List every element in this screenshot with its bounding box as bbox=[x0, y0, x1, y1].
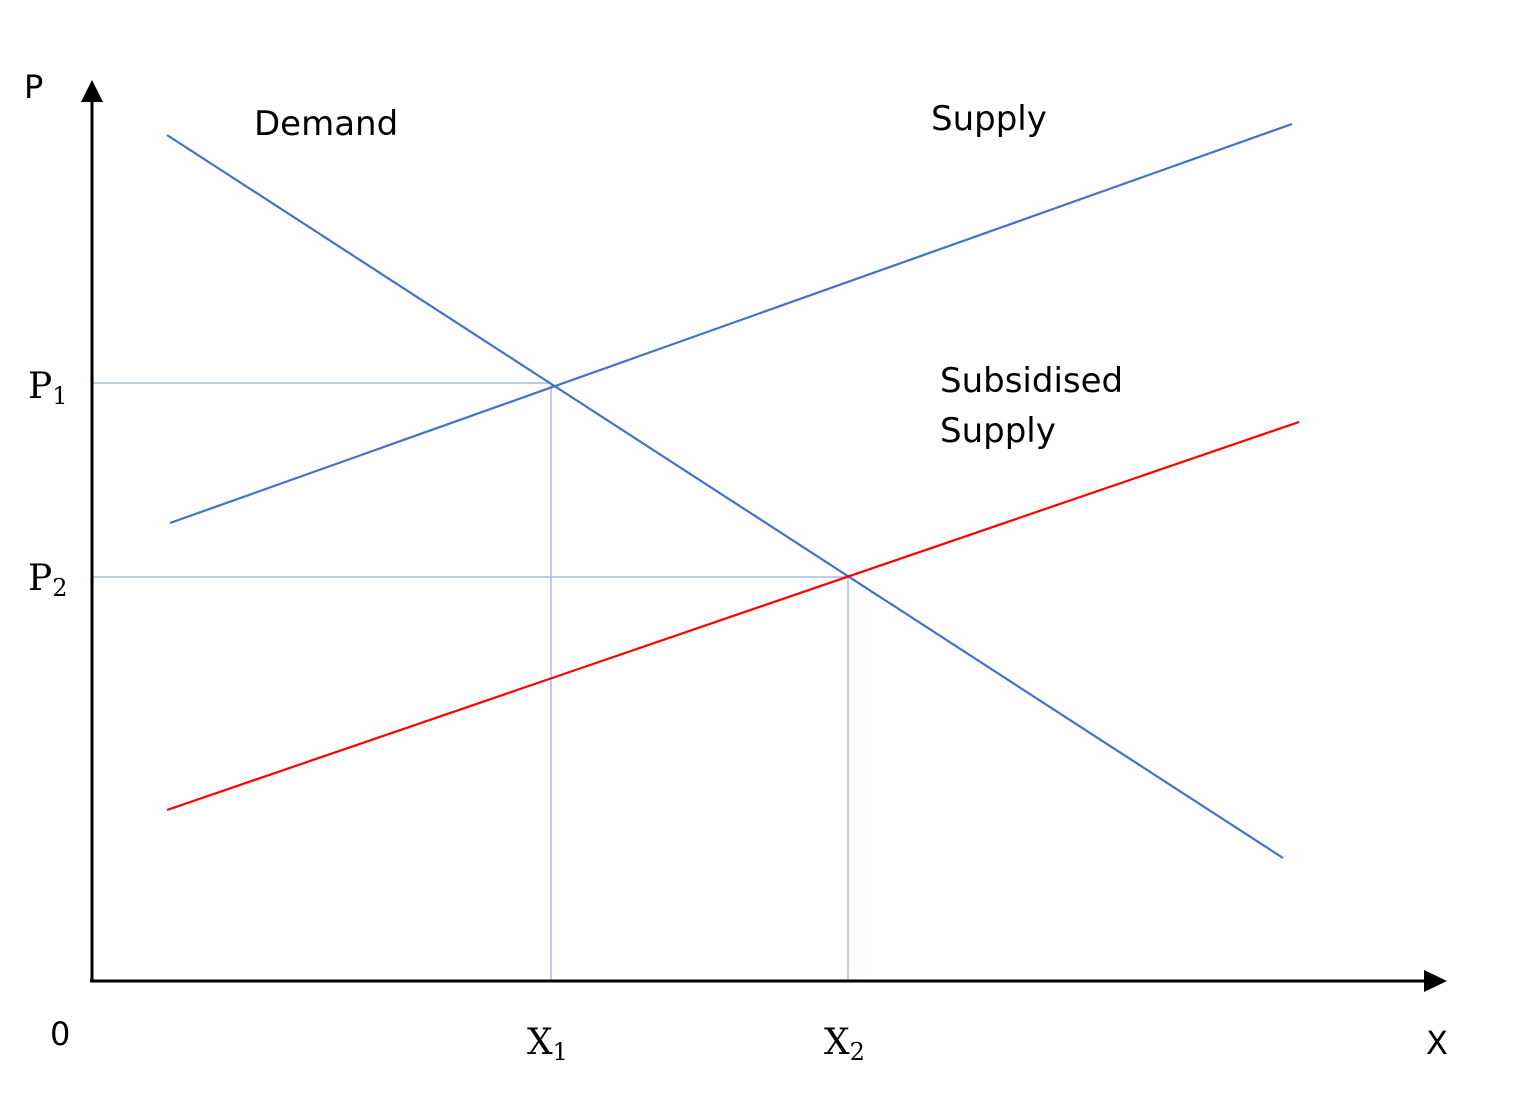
demand-label: Demand bbox=[254, 104, 398, 144]
p2-label: P2 bbox=[28, 558, 68, 602]
p1-label-sub: 1 bbox=[52, 382, 67, 410]
y-axis-label: P bbox=[24, 68, 43, 106]
x2-label-base: X bbox=[824, 1022, 850, 1063]
x1-label-sub: 1 bbox=[553, 1038, 568, 1066]
x-axis-arrowhead bbox=[1424, 970, 1447, 992]
x1-label-base: X bbox=[527, 1022, 553, 1063]
supply-curve bbox=[169, 122, 1293, 525]
origin-label: 0 bbox=[50, 1015, 70, 1053]
demand-curve bbox=[166, 134, 1284, 859]
subsidised-supply-label-line1: Subsidised bbox=[940, 361, 1123, 401]
p2-label-base: P bbox=[28, 558, 52, 599]
subsidised-supply-label-line2: Supply bbox=[940, 411, 1056, 451]
supply-label: Supply bbox=[931, 99, 1047, 139]
x1-label: X1 bbox=[527, 1022, 568, 1066]
x-axis-label: X bbox=[1426, 1024, 1448, 1062]
p2-label-sub: 2 bbox=[52, 574, 67, 602]
x2-label: X2 bbox=[824, 1022, 865, 1066]
p1-label: P1 bbox=[28, 366, 68, 410]
p1-label-base: P bbox=[28, 366, 52, 407]
x2-label-sub: 2 bbox=[850, 1038, 865, 1066]
subsidised-supply-curve bbox=[166, 420, 1300, 812]
y-axis-arrowhead bbox=[81, 80, 103, 102]
